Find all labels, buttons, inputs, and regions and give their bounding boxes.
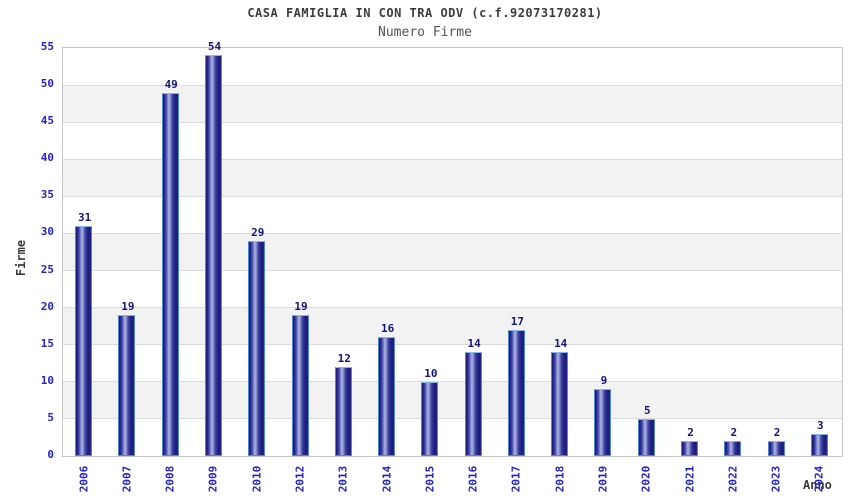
x-tick-label: 2019: [596, 465, 610, 493]
bar: [378, 337, 396, 456]
grid-line: [63, 381, 842, 383]
x-tick-label: 2018: [553, 465, 567, 493]
x-tick-label: 2006: [77, 465, 91, 493]
bar-value-label: 2: [687, 426, 694, 440]
bar: [248, 240, 266, 456]
bar-value-label: 17: [510, 314, 525, 328]
x-tick-label: 2020: [639, 465, 653, 493]
y-tick-label: 15: [40, 336, 54, 350]
bar-value-label: 19: [294, 300, 308, 314]
bar-value-label: 16: [380, 322, 395, 336]
bar: [204, 55, 222, 456]
x-tick-label: 2013: [336, 465, 350, 493]
bar-value-label: 12: [337, 351, 351, 365]
chart-subtitle: Numero Firme: [378, 25, 472, 40]
grid-line: [63, 307, 842, 309]
bar: [681, 441, 699, 456]
y-tick-label: 5: [47, 410, 54, 424]
grid-line: [63, 418, 842, 420]
bar: [724, 441, 742, 456]
x-tick-label: 2007: [120, 465, 134, 493]
bar-value-label: 2: [730, 426, 738, 440]
bar-value-label: 14: [554, 337, 568, 351]
y-tick-label: 45: [40, 114, 54, 128]
y-tick-label: 35: [40, 188, 54, 202]
chart-title: CASA FAMIGLIA IN CON TRA ODV (c.f.920731…: [247, 6, 603, 20]
bar: [551, 352, 569, 456]
y-tick-label: 10: [40, 373, 54, 387]
y-tick-label: 25: [40, 262, 54, 276]
x-tick-label: 2022: [726, 465, 740, 493]
x-tick-label: 2012: [293, 465, 307, 493]
y-tick-label: 30: [40, 225, 54, 239]
bar: [637, 418, 655, 456]
x-tick-label: 2024: [812, 465, 826, 493]
bar: [421, 381, 439, 456]
bar: [767, 441, 785, 456]
x-tick-label: 2023: [769, 465, 783, 493]
y-tick-label: 50: [40, 77, 54, 91]
grid-line: [63, 232, 842, 234]
grid-line: [63, 344, 842, 346]
bar-value-label: 10: [424, 366, 438, 380]
bar: [594, 389, 612, 456]
grid-line: [63, 121, 842, 123]
bar-value-label: 2: [773, 426, 781, 440]
grid-line: [63, 84, 842, 86]
x-tick-label: 2015: [423, 465, 437, 493]
grid-line: [63, 195, 842, 197]
bar-value-label: 5: [643, 403, 651, 417]
bar-value-label: 3: [817, 418, 824, 432]
bar: [161, 92, 179, 456]
x-tick-label: 2008: [163, 465, 177, 493]
bar: [118, 315, 136, 456]
x-tick-label: 2009: [206, 465, 220, 493]
bar-value-label: 49: [164, 77, 178, 91]
bar-value-label: 19: [121, 300, 135, 314]
y-tick-label: 0: [47, 448, 54, 461]
y-tick-label: 40: [40, 151, 54, 165]
bar-value-label: 9: [600, 374, 608, 388]
bar-value-label: 31: [78, 211, 92, 225]
bar: [507, 329, 525, 456]
x-tick-label: 2014: [380, 465, 394, 493]
bar: [75, 226, 93, 456]
bar: [291, 315, 309, 456]
bar-value-label: 29: [251, 225, 265, 239]
bar: [464, 352, 482, 456]
x-tick-label: 2021: [683, 465, 697, 493]
bar: [810, 433, 828, 456]
y-tick-label: 55: [40, 40, 54, 53]
x-tick-label: 2017: [509, 465, 523, 493]
bar-value-label: 14: [467, 337, 481, 351]
grid-line: [63, 270, 842, 272]
bar-value-label: 54: [207, 40, 222, 54]
bar: [334, 366, 352, 456]
x-tick-label: 2016: [466, 465, 480, 493]
x-tick-label: 2010: [250, 465, 264, 493]
y-tick-label: 20: [40, 299, 54, 313]
plot-area: 31 19 49 54 29 19 12 16 10 14 17 14 9 5 2 2 2 3: [62, 40, 843, 457]
grid-line: [63, 158, 842, 160]
x-axis-title: Anno: [803, 478, 832, 492]
